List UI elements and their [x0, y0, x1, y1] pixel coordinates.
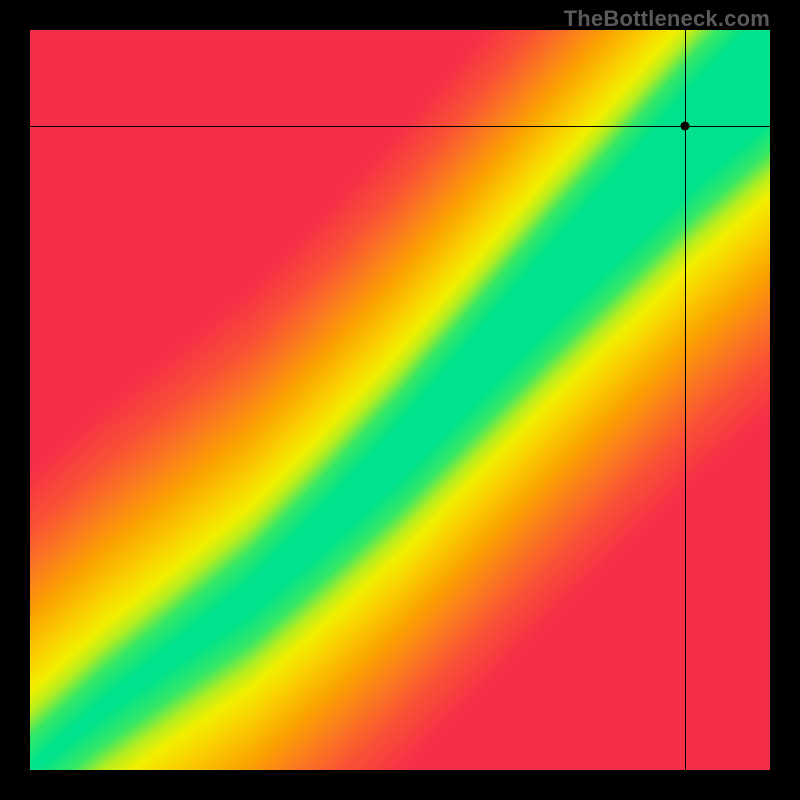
heatmap-canvas [30, 30, 770, 770]
selection-marker [680, 122, 689, 131]
crosshair-horizontal [30, 126, 770, 127]
watermark-text: TheBottleneck.com [564, 6, 770, 32]
heatmap-plot [30, 30, 770, 770]
crosshair-vertical [685, 30, 686, 770]
